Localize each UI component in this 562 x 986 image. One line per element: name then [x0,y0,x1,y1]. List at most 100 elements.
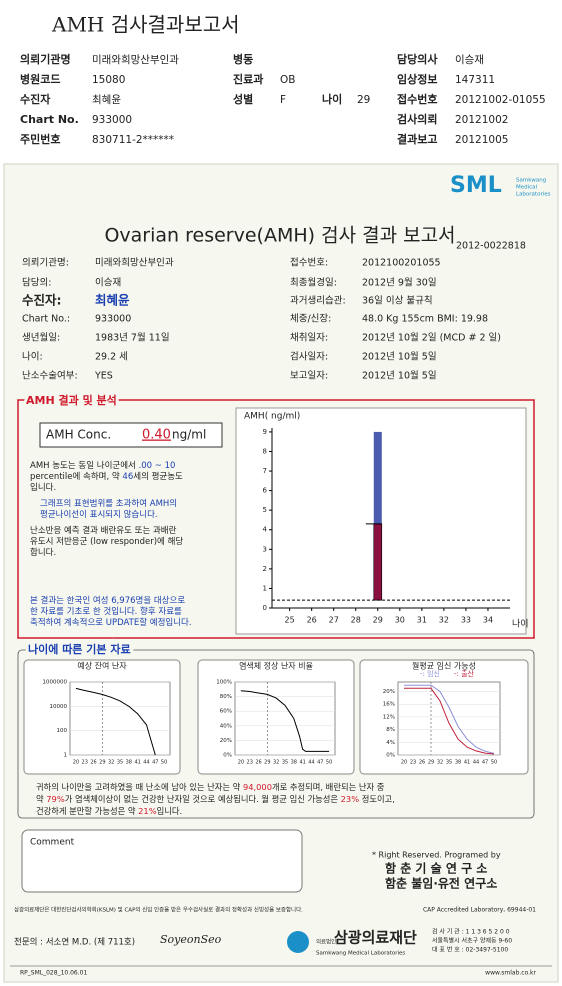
x-tick-label: 41 [299,760,305,766]
field-value: 미래와희망산부인과 [92,54,179,66]
y-tick-label: 1 [64,753,68,759]
text-run: 정도이고, [359,794,395,804]
field-value: 20121005 [455,134,508,146]
paragraph-line: 합니다. [30,547,56,558]
text-run: 한 자료를 기초로 한 것입니다. 향후 자료를 [30,606,182,617]
x-tick-label: 38 [291,760,297,766]
conc-value: 0.40 [142,428,171,443]
y-tick-label: 16% [383,702,395,708]
analysis-box [17,399,535,639]
y-tick-label: 40% [220,723,232,729]
section-title: 나이에 따른 기본 자료 [28,642,131,656]
y-tick-label: 6 [263,487,268,495]
paragraph-line: 본 결과는 한국인 여성 6,976명을 대상으로 [30,595,185,606]
y-tick-label: 100% [216,680,232,686]
y-tick-label: 20% [220,738,232,744]
field-value: 20121002 [455,114,508,126]
basic-box [17,649,535,819]
info-value: 2012년 10월 2일 (MCD # 2 일) [362,332,501,344]
field-label: 접수번호 [397,92,437,106]
info-value: 36일 이상 불규칙 [362,296,433,307]
org-prefix: 의료법인 [316,938,336,946]
info-label: 접수번호: [290,257,328,269]
y-tick-label: 3 [263,545,267,553]
field-value: 933000 [92,114,132,126]
x-tick-label: 25 [285,616,295,625]
y-tick-label: 12% [383,714,395,720]
field-label: 병원코드 [20,72,60,86]
x-tick-label: 26 [255,760,261,766]
x-tick-label: 26 [90,760,96,766]
legend-entry: -: 임신 [420,669,440,678]
info-label: 과거생리습관: [290,296,346,307]
x-tick-label: 50 [326,760,332,766]
field-label: 임상정보 [397,72,437,86]
x-tick-label: 32 [439,616,449,625]
info-value: 미래와희망산부인과 [95,257,174,269]
form-code: RP_SML_028_10.06.01 [20,970,87,977]
paragraph-line: AMH 농도는 동일 나이군에서 .00 ~ 10 [30,460,175,471]
info-value: 48.0 Kg 155cm BMI: 19.98 [362,314,488,325]
paragraph-line: 유도시 저반응군 (low responder)에 해당 [30,536,183,547]
field-value: 이승재 [455,54,484,66]
text-run: 입니다. [157,806,183,816]
field-label: 나이 [322,92,342,106]
comment-box [21,829,303,893]
y-tick-label: 4 [263,526,268,534]
info-value: 29.2 세 [95,352,128,363]
y-tick-label: 10000 [50,704,68,710]
x-tick-label: 47 [482,760,488,766]
text-run: 건강하게 분만할 가능성은 약 [36,806,138,816]
y-tick-label: 4% [386,740,395,746]
x-tick-label: 34 [483,616,493,625]
field-label: 수진자 [20,92,51,106]
x-tick-label: 32 [108,760,114,766]
x-tick-label: 23 [247,760,253,766]
contact: 대 표 번 호 : 02-3497-5100 [432,946,508,954]
logo: SML [450,173,502,198]
highlight: 46 [122,472,133,482]
paragraph-line: 축적하여 계속적으로 UPDATE할 예정입니다. [30,617,192,628]
info-label: 담당의: [22,277,51,289]
y-tick-label: 100 [57,728,68,734]
x-tick-label: 32 [437,760,443,766]
footer-url: www.smlab.co.kr [485,970,536,977]
text-run: 개로 추정되며, 배란되는 난자 중 [272,782,385,792]
paragraph-line: 귀하의 나이만을 고려하였을 때 난소에 남아 있는 난자는 약 94,000개… [36,782,385,792]
text-run: 합니다. [30,547,56,558]
field-label: 병동 [233,52,253,66]
x-tick-label: 50 [491,760,497,766]
x-tick-label: 29 [264,760,270,766]
info-label: 채취일자: [290,333,328,344]
doctor: 전문의 : 서소연 M.D. (제 711호) [14,937,135,948]
field-label: 담당의사 [397,52,438,66]
text-run: AMH 농도는 동일 나이군에서 [30,460,139,471]
highlight: 23% [341,794,360,804]
x-tick-label: 35 [446,760,452,766]
axis-label: 나이 [512,619,529,630]
y-tick-label: 60% [220,709,232,715]
paragraph-line: 입니다. [30,482,56,493]
x-tick-label: 29 [373,616,383,625]
section-title: AMH 결과 및 분석 [26,393,117,407]
field-value: 최혜윤 [92,94,121,106]
field-label: 결과보고 [397,132,437,146]
y-tick-label: 7 [263,467,267,475]
text-run: 귀하의 나이만을 고려하였을 때 난소에 남아 있는 난자는 약 [36,782,243,792]
paragraph-line: 약 79%가 염색체이상이 없는 건강한 난자일 것으로 예상됩니다. 월 평균… [36,794,395,804]
x-tick-label: 35 [282,760,288,766]
info-label: 생년월일: [22,332,60,344]
y-tick-label: 8% [386,727,395,733]
field-value: 830711-2****** [92,134,174,146]
x-tick-label: 38 [455,760,461,766]
info-label: 체중/신장: [290,314,331,325]
y-tick-label: 20% [383,689,395,695]
paragraph-line: 한 자료를 기초로 한 것입니다. 향후 자료를 [30,606,182,617]
x-tick-label: 50 [161,760,167,766]
credit: 함 춘 기 술 연 구 소 [385,861,487,876]
text-run: 평균나이선이 표시되지 않습니다. [40,509,158,520]
highlight: .00 ~ 10 [139,461,176,471]
legend-entry: -: 출산 [454,669,475,678]
y-tick-label: 8 [263,447,267,455]
x-tick-label: 32 [273,760,279,766]
